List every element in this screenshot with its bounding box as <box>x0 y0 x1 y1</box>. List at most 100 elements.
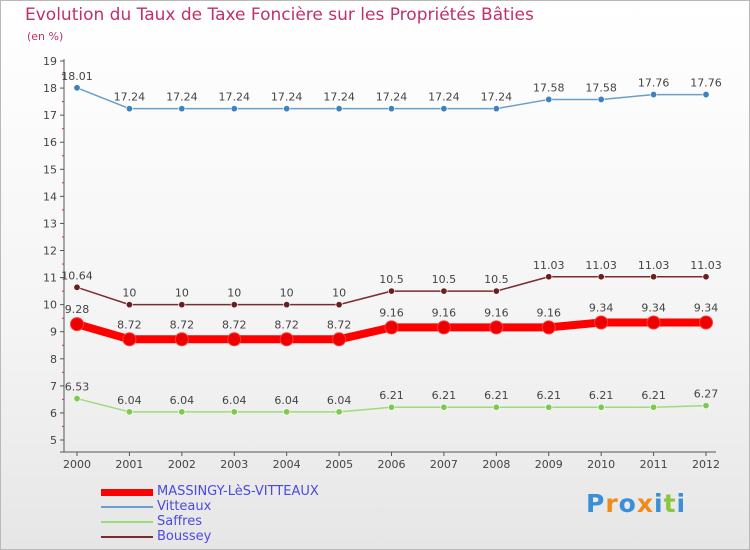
data-point <box>597 95 605 103</box>
logo-letter: P <box>586 489 606 518</box>
data-point <box>545 403 553 411</box>
legend-swatch <box>101 521 153 523</box>
data-point <box>73 283 81 291</box>
data-label: 6.21 <box>379 389 404 402</box>
data-point <box>283 105 291 113</box>
data-label: 18.01 <box>61 70 93 83</box>
data-label: 6.04 <box>222 394 247 407</box>
logo-letter: r <box>605 489 619 518</box>
data-point <box>650 403 658 411</box>
data-point <box>387 287 395 295</box>
data-label: 17.24 <box>481 91 513 104</box>
data-point <box>283 408 291 416</box>
data-point <box>702 273 710 281</box>
y-tick-label: 5 <box>50 434 57 447</box>
data-point <box>230 408 238 416</box>
x-tick-label: 2002 <box>168 458 196 471</box>
x-tick-label: 2007 <box>430 458 458 471</box>
x-tick-label: 2004 <box>273 458 301 471</box>
data-label: 8.72 <box>170 318 195 331</box>
legend-swatch-saffres <box>101 521 153 523</box>
data-point <box>384 320 399 335</box>
data-label: 9.28 <box>65 303 90 316</box>
data-point <box>125 301 133 309</box>
data-label: 17.24 <box>271 91 303 104</box>
data-label: 10.64 <box>61 269 93 282</box>
data-label: 9.16 <box>537 306 562 319</box>
y-tick-label: 6 <box>50 407 57 420</box>
legend-swatch-vitteaux <box>101 506 153 508</box>
data-label: 10.5 <box>379 273 404 286</box>
data-point <box>178 301 186 309</box>
data-label: 9.34 <box>694 302 719 315</box>
data-label: 9.34 <box>641 302 666 315</box>
data-point <box>597 273 605 281</box>
legend-label: Boussey <box>157 529 212 544</box>
data-label: 10 <box>280 287 294 300</box>
data-point <box>594 315 609 330</box>
y-tick-label: 15 <box>43 163 57 176</box>
data-point <box>702 402 710 410</box>
y-tick-label: 13 <box>43 217 57 230</box>
data-point <box>541 320 556 335</box>
data-label: 6.04 <box>327 394 352 407</box>
logo-letter: x <box>636 489 654 518</box>
data-label: 9.16 <box>432 306 457 319</box>
x-tick-label: 2010 <box>587 458 615 471</box>
data-label: 17.24 <box>323 91 355 104</box>
data-label: 9.16 <box>379 306 404 319</box>
y-tick-label: 18 <box>43 82 57 95</box>
data-point <box>492 287 500 295</box>
data-label: 11.03 <box>585 259 617 272</box>
proxiti-logo: Proxiti <box>586 489 686 518</box>
data-label: 17.24 <box>166 91 198 104</box>
data-point <box>73 395 81 403</box>
data-point <box>122 332 137 347</box>
legend-swatch <box>101 536 153 538</box>
x-tick-label: 2012 <box>692 458 720 471</box>
data-point <box>492 105 500 113</box>
y-tick-label: 10 <box>43 299 57 312</box>
data-point <box>335 408 343 416</box>
data-label: 17.24 <box>376 91 408 104</box>
logo-letter: o <box>618 489 637 518</box>
y-tick-label: 17 <box>43 109 57 122</box>
data-point <box>646 315 661 330</box>
data-point <box>332 332 347 347</box>
data-point <box>440 403 448 411</box>
y-tick-label: 12 <box>43 245 57 258</box>
data-label: 17.24 <box>114 91 146 104</box>
data-point <box>283 301 291 309</box>
data-point <box>125 105 133 113</box>
x-tick-label: 2009 <box>535 458 563 471</box>
data-point <box>436 320 451 335</box>
y-tick-label: 14 <box>43 190 57 203</box>
data-point <box>178 105 186 113</box>
legend-swatch-massingy <box>101 489 153 496</box>
data-label: 6.21 <box>537 389 562 402</box>
data-label: 6.21 <box>484 389 509 402</box>
y-tick-label: 11 <box>43 272 57 285</box>
legend-label: Saffres <box>157 514 203 529</box>
data-point <box>702 91 710 99</box>
data-label: 8.72 <box>117 318 142 331</box>
data-label: 10 <box>175 287 189 300</box>
data-label: 10 <box>122 287 136 300</box>
data-label: 8.72 <box>327 318 352 331</box>
data-label: 17.24 <box>428 91 460 104</box>
data-point <box>230 301 238 309</box>
data-point <box>335 301 343 309</box>
x-tick-label: 2011 <box>640 458 668 471</box>
legend-label: MASSINGY-LèS-VITTEAUX <box>157 484 319 499</box>
legend-label: Vitteaux <box>157 499 212 514</box>
data-label: 10 <box>227 287 241 300</box>
data-point <box>650 273 658 281</box>
data-point <box>492 403 500 411</box>
x-tick-label: 2000 <box>63 458 91 471</box>
data-label: 6.21 <box>432 389 457 402</box>
data-label: 6.53 <box>65 381 90 394</box>
x-tick-label: 2005 <box>325 458 353 471</box>
x-tick-label: 2006 <box>378 458 406 471</box>
